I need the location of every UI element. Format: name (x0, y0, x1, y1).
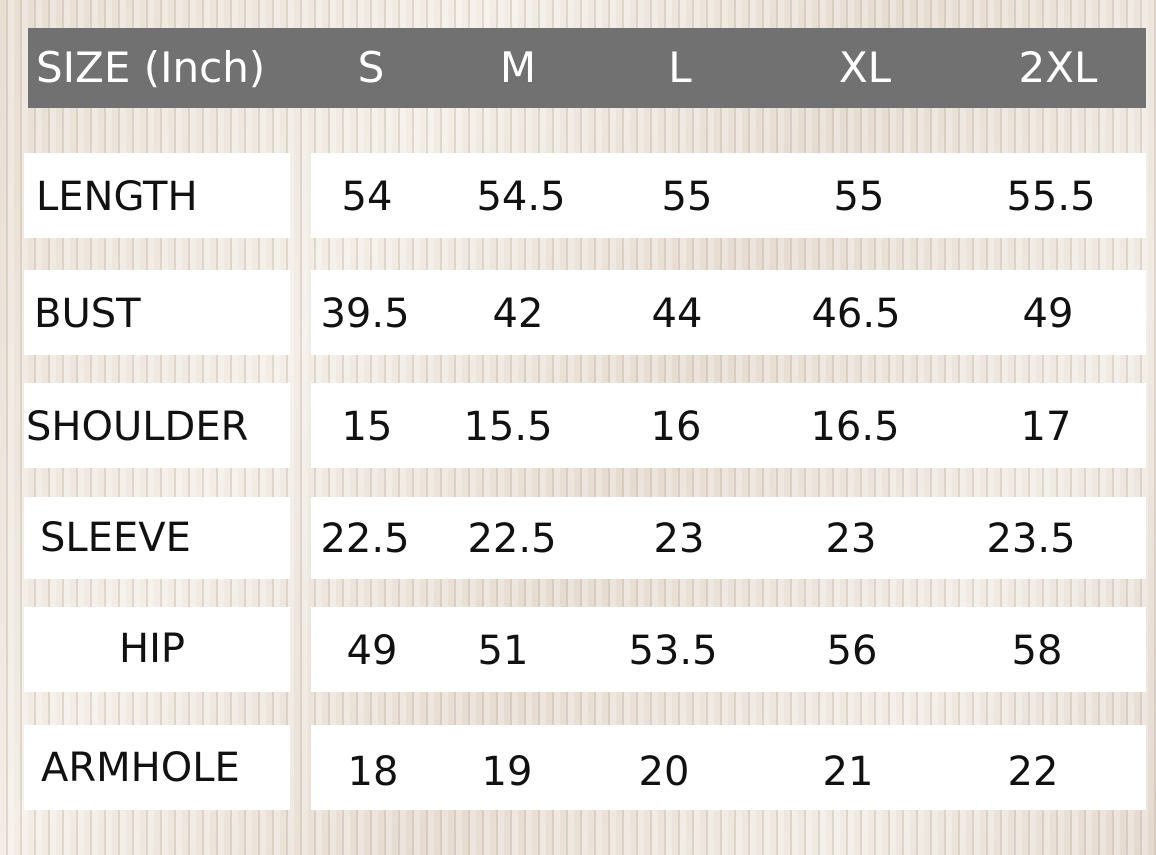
row-values-box: 54 54.5 55 55 55.5 (311, 153, 1146, 238)
cell: 16 (650, 404, 702, 450)
row-values-box: 18 19 20 21 22 (311, 725, 1146, 810)
cell: 42 (492, 291, 544, 337)
cell: 55 (661, 174, 713, 220)
cell: 56 (826, 628, 878, 674)
header-size-l: L (668, 43, 692, 92)
row-label-box: SLEEVE (24, 497, 290, 579)
cell: 49 (1022, 291, 1074, 337)
row-label: SHOULDER (26, 404, 249, 450)
row-label-box: ARMHOLE (24, 725, 290, 810)
header-size-xl: XL (838, 43, 892, 92)
table-row-armhole: ARMHOLE 18 19 20 21 22 (0, 725, 1156, 810)
row-values-box: 39.5 42 44 46.5 49 (311, 270, 1146, 355)
cell: 51 (477, 628, 529, 674)
cell: 22.5 (467, 516, 557, 562)
cell: 54 (341, 174, 393, 220)
cell: 53.5 (628, 628, 718, 674)
table-row-bust: BUST 39.5 42 44 46.5 49 (0, 270, 1156, 355)
row-label-box: SHOULDER (24, 383, 290, 468)
cell: 49 (346, 628, 398, 674)
row-values-box: 22.5 22.5 23 23 23.5 (311, 497, 1146, 579)
cell: 55.5 (1006, 174, 1096, 220)
size-chart-header: SIZE (Inch) S M L XL 2XL (28, 28, 1146, 108)
row-label: ARMHOLE (41, 745, 240, 791)
cell: 23.5 (986, 516, 1076, 562)
cell: 44 (651, 291, 703, 337)
cell: 17 (1020, 404, 1072, 450)
header-size-2xl: 2XL (1018, 43, 1098, 92)
cell: 23 (825, 516, 877, 562)
cell: 54.5 (476, 174, 566, 220)
row-label: LENGTH (36, 174, 198, 220)
cell: 21 (822, 749, 874, 795)
header-title: SIZE (Inch) (36, 43, 266, 92)
row-label-box: LENGTH (24, 153, 290, 238)
table-row-shoulder: SHOULDER 15 15.5 16 16.5 17 (0, 383, 1156, 468)
cell: 15 (341, 404, 393, 450)
row-label: BUST (34, 291, 141, 337)
row-label-box: BUST (24, 270, 290, 355)
row-values-box: 15 15.5 16 16.5 17 (311, 383, 1146, 468)
table-row-hip: HIP 49 51 53.5 56 58 (0, 607, 1156, 692)
cell: 16.5 (810, 404, 900, 450)
cell: 46.5 (811, 291, 901, 337)
header-size-m: M (499, 43, 537, 92)
cell: 39.5 (320, 291, 410, 337)
row-label: SLEEVE (40, 515, 191, 561)
row-values-box: 49 51 53.5 56 58 (311, 607, 1146, 692)
cell: 23 (653, 516, 705, 562)
cell: 55 (833, 174, 885, 220)
cell: 15.5 (463, 404, 553, 450)
table-row-sleeve: SLEEVE 22.5 22.5 23 23 23.5 (0, 497, 1156, 579)
table-row-length: LENGTH 54 54.5 55 55 55.5 (0, 153, 1156, 238)
header-size-s: S (357, 43, 385, 92)
cell: 58 (1011, 628, 1063, 674)
row-label-box: HIP (24, 607, 290, 692)
cell: 22 (1007, 749, 1059, 795)
cell: 22.5 (320, 516, 410, 562)
cell: 19 (481, 749, 533, 795)
row-label: HIP (119, 626, 185, 672)
cell: 18 (347, 749, 399, 795)
cell: 20 (638, 749, 690, 795)
